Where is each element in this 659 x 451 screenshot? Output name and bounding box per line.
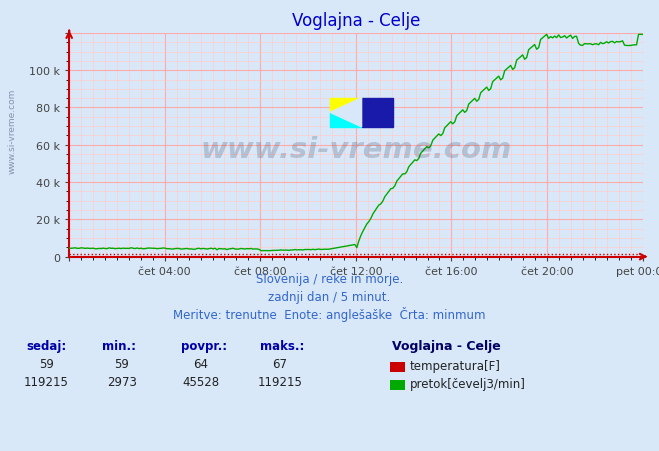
- Text: 67: 67: [273, 358, 287, 371]
- Text: Slovenija / reke in morje.: Slovenija / reke in morje.: [256, 272, 403, 285]
- Text: 119215: 119215: [24, 376, 69, 389]
- Text: 64: 64: [194, 358, 208, 371]
- Text: 59: 59: [39, 358, 53, 371]
- Text: 59: 59: [115, 358, 129, 371]
- Text: povpr.:: povpr.:: [181, 340, 227, 353]
- Text: temperatura[F]: temperatura[F]: [410, 359, 501, 372]
- Text: sedaj:: sedaj:: [26, 340, 67, 353]
- Text: 2973: 2973: [107, 376, 137, 389]
- Text: www.si-vreme.com: www.si-vreme.com: [8, 88, 17, 173]
- Text: 119215: 119215: [258, 376, 302, 389]
- Polygon shape: [330, 99, 362, 128]
- Bar: [362, 99, 393, 128]
- Text: 45528: 45528: [183, 376, 219, 389]
- Text: min.:: min.:: [102, 340, 136, 353]
- Text: www.si-vreme.com: www.si-vreme.com: [200, 136, 511, 164]
- Text: maks.:: maks.:: [260, 340, 304, 353]
- Title: Voglajna - Celje: Voglajna - Celje: [292, 12, 420, 29]
- Text: Meritve: trenutne  Enote: anglešaške  Črta: minmum: Meritve: trenutne Enote: anglešaške Črta…: [173, 306, 486, 321]
- Text: Voglajna - Celje: Voglajna - Celje: [392, 340, 501, 353]
- Text: zadnji dan / 5 minut.: zadnji dan / 5 minut.: [268, 290, 391, 303]
- Bar: [330, 113, 362, 128]
- Text: pretok[čevelj3/min]: pretok[čevelj3/min]: [410, 377, 526, 390]
- Bar: [330, 99, 362, 113]
